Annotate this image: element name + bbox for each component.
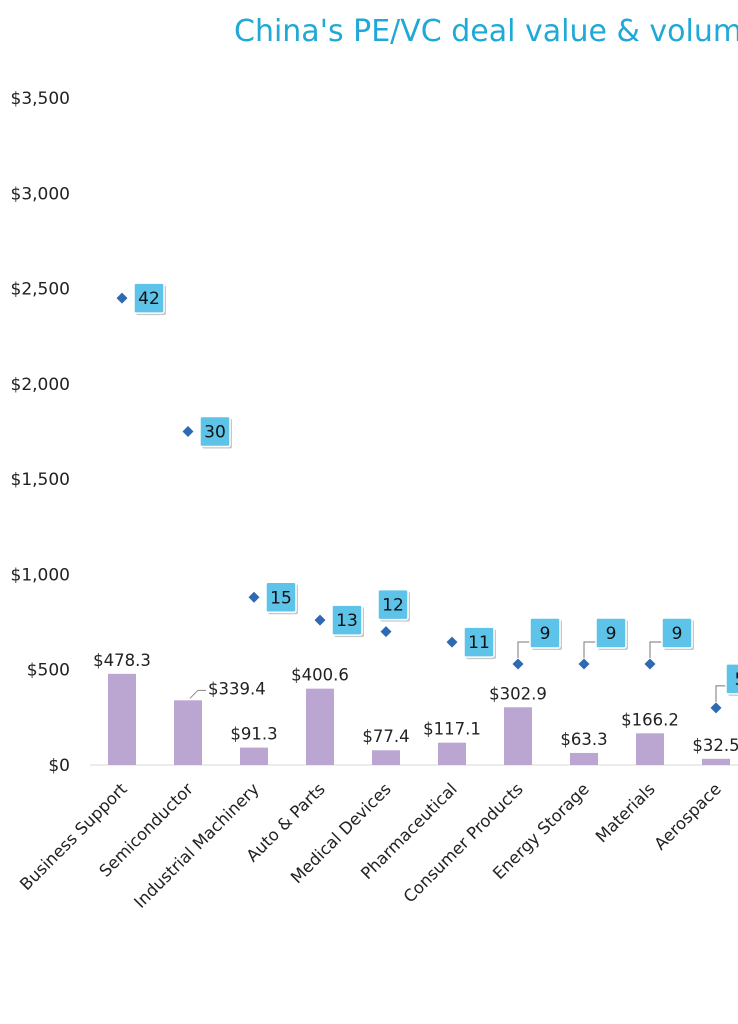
y-tick-label: $0	[48, 756, 70, 776]
deal-count-point	[248, 591, 260, 603]
bar-value-label: $77.4	[362, 727, 409, 746]
bars-layer	[108, 673, 730, 765]
value-bar	[504, 707, 532, 765]
value-bar	[570, 752, 598, 765]
bar-value-label: $302.9	[489, 684, 547, 703]
category-label: Materials	[592, 779, 659, 846]
value-bar	[108, 673, 136, 765]
count-label-box	[529, 617, 561, 649]
count-label-text: 42	[138, 289, 160, 309]
count-label-box	[377, 588, 409, 621]
value-bar	[636, 733, 664, 765]
deal-count-point	[314, 614, 326, 626]
y-tick-label: $1,500	[11, 470, 70, 490]
bar-value-label: $339.4	[208, 679, 266, 698]
value-bar	[174, 700, 202, 765]
value-bar	[438, 742, 466, 765]
count-label-text: 11	[468, 633, 490, 653]
bar-value-label: $478.3	[93, 651, 151, 670]
bar-value-label: $63.3	[560, 730, 607, 749]
count-label-leader	[517, 641, 530, 658]
deal-count-point	[116, 292, 128, 304]
deal-count-point	[578, 658, 590, 670]
count-label-text: 9	[540, 624, 551, 644]
count-label-text: 13	[336, 611, 358, 631]
count-label-box	[661, 617, 693, 649]
y-tick-label: $2,500	[11, 280, 70, 300]
bar-label-leader	[189, 689, 206, 699]
deal-count-point	[446, 636, 458, 648]
deal-count-point	[512, 658, 524, 670]
count-label-leader	[649, 641, 662, 658]
bar-value-label: $166.2	[621, 710, 679, 729]
bar-value-label: $117.1	[423, 720, 481, 739]
deal-count-point	[644, 658, 656, 670]
count-label-text: 30	[204, 423, 226, 443]
count-label-text: 12	[382, 596, 404, 616]
value-bar	[702, 758, 730, 765]
value-bar	[306, 688, 334, 765]
count-label-text: 9	[672, 624, 683, 644]
count-label-box	[595, 617, 627, 649]
count-label-text: 5	[735, 670, 738, 690]
chart-title: China's PE/VC deal value & volum	[234, 14, 738, 49]
count-label-leader	[715, 685, 728, 702]
value-bar	[240, 747, 268, 765]
value-bar	[372, 750, 400, 765]
count-label-box	[725, 663, 738, 695]
y-tick-label: $500	[27, 661, 70, 681]
axes-layer: $0 $500 $1,000 $1,500 $2,000 $2,500 $3,000 $3,5…	[11, 89, 738, 776]
count-label-box	[265, 581, 297, 614]
count-label-box	[331, 604, 363, 636]
bar-value-label: $91.3	[230, 725, 277, 744]
deal-count-point	[182, 426, 194, 437]
y-tick-label: $1,000	[11, 565, 70, 585]
points-layer	[116, 292, 722, 714]
count-label-box	[463, 626, 495, 658]
y-tick-label: $3,500	[11, 89, 70, 109]
count-label-box	[133, 282, 165, 314]
count-label-box	[199, 415, 231, 448]
count-label-leader	[583, 641, 596, 658]
bar-value-label: $400.6	[291, 666, 349, 685]
category-label: Industrial Machinery	[130, 779, 263, 912]
y-tick-label: $2,000	[11, 375, 70, 395]
bar-value-label: $32.5	[692, 736, 738, 755]
deal-count-point	[380, 626, 392, 638]
y-tick-label: $3,000	[11, 184, 70, 204]
deal-count-point	[710, 702, 722, 714]
category-label: Aerospace	[651, 779, 725, 853]
category-label: Business Support	[16, 779, 131, 894]
count-label-text: 15	[270, 588, 292, 608]
count-label-text: 9	[606, 624, 617, 644]
category-label: Consumer Products	[400, 779, 527, 906]
